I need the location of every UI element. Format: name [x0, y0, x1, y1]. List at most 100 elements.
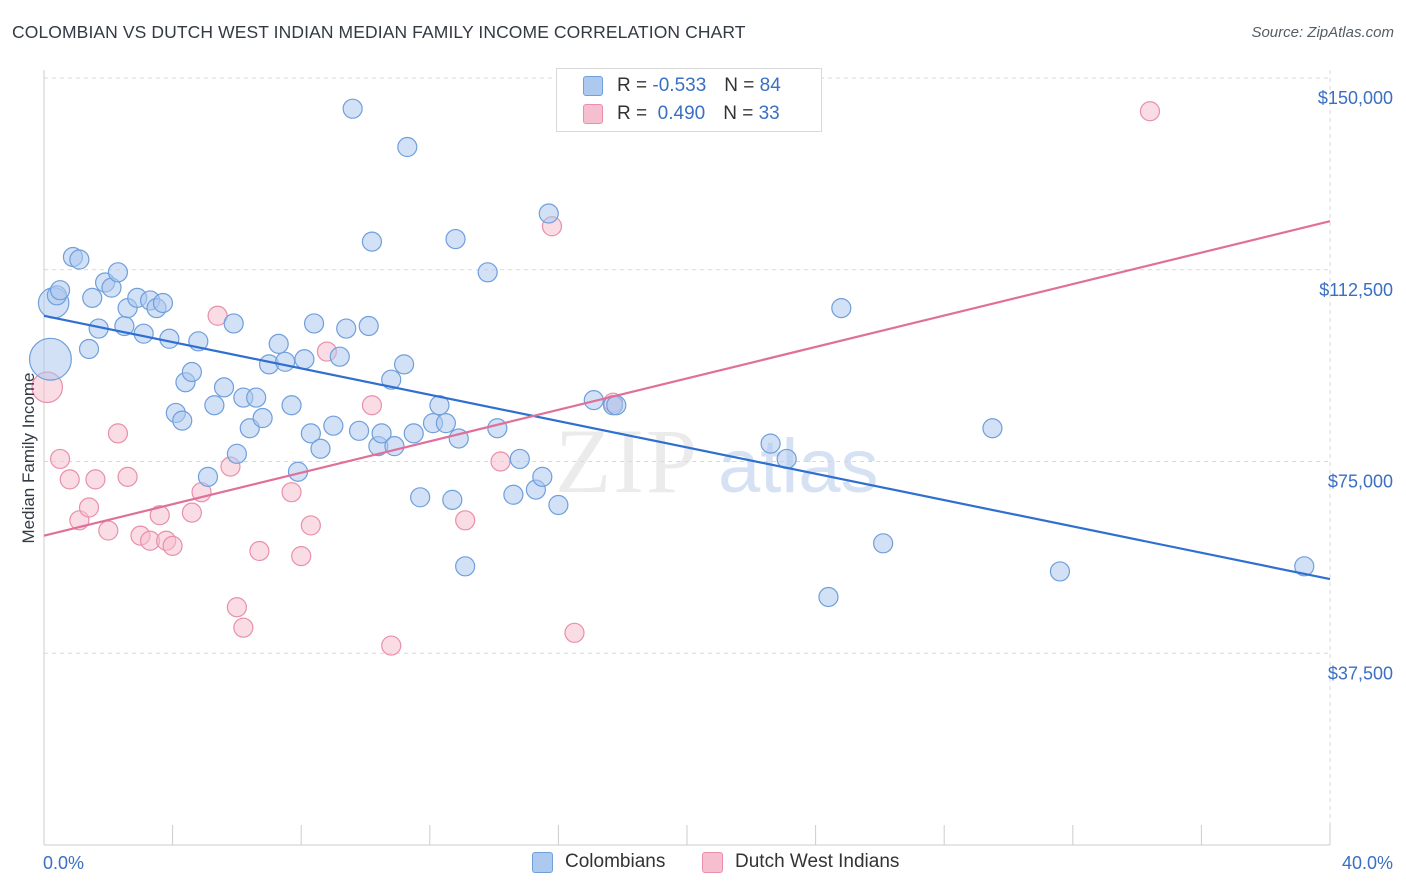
- watermark: ZIP atlas: [555, 410, 879, 512]
- point-colombians: [532, 466, 553, 487]
- point-colombians: [831, 298, 852, 319]
- point-colombians: [393, 354, 415, 375]
- point-colombians: [358, 315, 379, 337]
- point-colombians: [548, 494, 569, 516]
- point-colombians: [49, 280, 71, 301]
- legend-label-dutch-west-indians: Dutch West Indians: [735, 851, 900, 872]
- y-axis-title: Median Family Income: [19, 372, 38, 543]
- point-colombians: [226, 443, 247, 464]
- trend-line-dutch-west-indians: [43, 220, 1331, 537]
- point-colombians: [381, 369, 402, 390]
- point-colombians: [82, 287, 103, 308]
- point-dutch-west-indians: [181, 502, 202, 523]
- legend-swatch-colombians: [532, 851, 553, 873]
- watermark-atlas: atlas: [718, 424, 879, 509]
- point-colombians: [818, 586, 839, 608]
- y-tick-label: $150,000: [1318, 88, 1393, 108]
- legend-item-dutch-west-indians[interactable]: Dutch West Indians: [702, 851, 899, 873]
- point-dutch-west-indians: [233, 617, 254, 638]
- legend-n-label: N =: [723, 103, 754, 124]
- legend-row-colombians: R = -0.533 N = 84: [583, 72, 781, 100]
- point-colombians: [28, 337, 72, 381]
- point-colombians: [197, 466, 219, 487]
- legend-r-label: R =: [617, 75, 648, 96]
- correlation-legend: R = -0.533 N = 84 R = 0.490 N = 33: [556, 68, 822, 132]
- point-dutch-west-indians: [490, 451, 511, 472]
- point-colombians: [982, 418, 1003, 439]
- point-dutch-west-indians: [361, 395, 383, 416]
- tick-labels: $37,500 $75,000 $112,500 $150,000 0.0% 40.0% M…: [19, 88, 1393, 873]
- point-colombians: [281, 395, 302, 416]
- point-colombians: [69, 249, 90, 270]
- point-colombians: [246, 387, 267, 408]
- trend-line-colombians: [43, 314, 1331, 581]
- legend-label-colombians: Colombians: [565, 851, 666, 872]
- point-colombians: [152, 292, 174, 314]
- point-colombians: [348, 420, 370, 441]
- legend-n-value: 33: [758, 103, 780, 124]
- point-colombians: [503, 484, 524, 505]
- point-dutch-west-indians: [381, 635, 402, 656]
- point-dutch-west-indians: [117, 466, 138, 487]
- point-colombians: [403, 423, 424, 444]
- point-dutch-west-indians: [149, 505, 170, 526]
- point-colombians: [181, 361, 202, 383]
- point-dutch-west-indians: [291, 545, 312, 567]
- point-colombians: [329, 346, 350, 367]
- point-dutch-west-indians: [281, 482, 302, 503]
- point-dutch-west-indians: [226, 597, 247, 618]
- legend-r-value: 0.490: [652, 103, 706, 124]
- series-dutch-west-indians: [31, 101, 1161, 656]
- point-colombians: [336, 318, 357, 339]
- series-legend: Colombians Dutch West Indians: [0, 851, 1406, 877]
- legend-swatch-dutch-west-indians: [702, 851, 723, 873]
- point-colombians: [606, 395, 627, 416]
- point-colombians: [159, 328, 180, 349]
- legend-n-label: N =: [724, 75, 755, 96]
- point-colombians: [300, 423, 321, 444]
- point-colombians: [268, 333, 289, 354]
- point-colombians: [303, 313, 325, 334]
- point-colombians: [133, 323, 154, 344]
- point-dutch-west-indians: [85, 469, 106, 490]
- point-colombians: [487, 418, 508, 439]
- point-colombians: [873, 533, 894, 554]
- legend-r-value: -0.533: [652, 75, 707, 96]
- point-colombians: [760, 433, 781, 454]
- point-dutch-west-indians: [162, 535, 183, 556]
- legend-n-value: 84: [759, 75, 781, 96]
- source-label: Source: ZipAtlas.com: [1251, 24, 1394, 41]
- point-colombians: [384, 436, 405, 457]
- y-tick-label: $75,000: [1328, 472, 1393, 492]
- point-colombians: [107, 262, 129, 283]
- point-dutch-west-indians: [107, 423, 129, 444]
- point-dutch-west-indians: [249, 540, 270, 562]
- point-colombians: [323, 415, 344, 436]
- watermark-zip: ZIP: [555, 410, 699, 512]
- point-colombians: [361, 231, 383, 252]
- point-dutch-west-indians: [300, 515, 321, 536]
- legend-row-dutch-west-indians: R = 0.490 N = 33: [583, 100, 780, 128]
- point-colombians: [172, 410, 193, 431]
- point-dutch-west-indians: [207, 305, 228, 326]
- y-tick-label: $112,500: [1319, 280, 1393, 300]
- point-colombians: [310, 438, 331, 459]
- point-colombians: [371, 423, 392, 444]
- legend-swatch-pink: [583, 104, 603, 124]
- point-colombians: [1294, 556, 1315, 577]
- point-colombians: [204, 395, 225, 416]
- point-colombians: [442, 489, 463, 510]
- legend-item-colombians[interactable]: Colombians: [532, 851, 665, 873]
- point-colombians: [410, 487, 431, 508]
- y-tick-label: $37,500: [1328, 663, 1393, 683]
- point-dutch-west-indians: [98, 520, 119, 541]
- x-tick-label: 40.0%: [1342, 853, 1393, 873]
- x-tick-label: 0.0%: [43, 853, 84, 873]
- trend-lines: [43, 220, 1331, 581]
- point-dutch-west-indians: [1139, 101, 1161, 122]
- point-dutch-west-indians: [49, 448, 71, 470]
- point-colombians: [275, 351, 296, 372]
- point-colombians: [1049, 561, 1071, 582]
- point-colombians: [213, 377, 235, 398]
